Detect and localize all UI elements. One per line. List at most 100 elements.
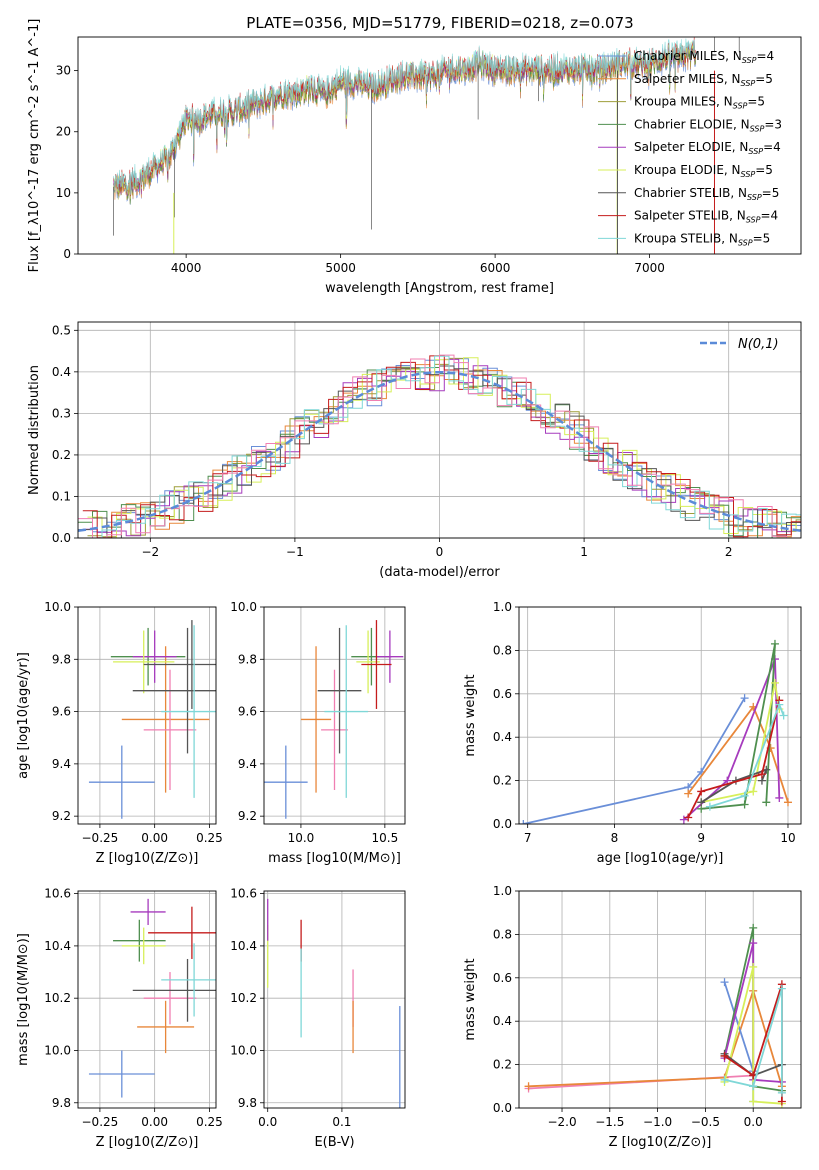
x-axis-label: Z [log10(Z/Z⊙)]: [96, 851, 199, 866]
axes-frame: [263, 890, 406, 1109]
histogram-series-c4: [82, 358, 801, 537]
y-tick-label: 0: [63, 247, 71, 261]
axes-frame: [263, 606, 406, 825]
weight-marker: [749, 1097, 758, 1106]
x-tick-label: −1: [286, 545, 304, 559]
y-tick-label: 10: [56, 186, 71, 200]
x-tick-label: 0.1: [332, 1115, 351, 1129]
x-tick-label: 8: [611, 831, 619, 845]
y-axis-label: age [log10(age/yr)]: [16, 652, 31, 779]
x-tick-label: 0.25: [196, 1115, 223, 1129]
weight-marker: [783, 798, 792, 807]
y-tick-label: 0.0: [493, 1101, 512, 1115]
axes-frame: [77, 606, 217, 825]
y-tick-label: 10.4: [230, 939, 257, 953]
legend-entry: Salpeter ELODIE, NSSP=4: [634, 140, 781, 156]
y-tick-label: 0.0: [52, 531, 71, 545]
x-axis-label: mass [log10(M/M⊙)]: [268, 851, 401, 866]
weight-marker: [679, 815, 688, 824]
x-tick-label: 6000: [480, 261, 511, 275]
x-axis-label: wavelength [Angstrom, rest frame]: [325, 281, 554, 296]
weight-marker: [720, 978, 729, 987]
y-tick-label: 0.8: [493, 927, 512, 941]
weight-marker: [757, 770, 766, 779]
y-tick-label: 0.1: [52, 489, 71, 503]
y-tick-label: 0.4: [493, 730, 512, 744]
y-axis-label: mass [log10(M/M⊙)]: [16, 933, 31, 1066]
weight-series-c8: [724, 988, 783, 1093]
x-tick-label: 0.0: [258, 1115, 277, 1129]
y-tick-label: 0.6: [493, 687, 512, 701]
legend-entry: N(0,1): [738, 337, 779, 352]
y-tick-label: 1.0: [493, 600, 512, 614]
x-tick-label: 10.0: [288, 831, 315, 845]
y-tick-label: 10.2: [44, 991, 71, 1005]
legend-entry: Chabrier MILES, NSSP=4: [634, 49, 774, 65]
weight-lines: [519, 639, 792, 824]
panel-mass-vs-EBV: 0.0 0.1 9.8 10.0 10.2 10.4 10.6 E(B-V): [230, 887, 406, 1150]
x-tick-label: 2: [725, 545, 733, 559]
y-tick-label: 9.2: [52, 809, 71, 823]
spectrum-series-c7: [113, 37, 696, 197]
x-tick-label: 0.0: [744, 1115, 763, 1129]
y-axis-label: mass weight: [463, 674, 478, 756]
x-tick-label: −1.0: [643, 1115, 672, 1129]
panel-mass-weight-vs-age: 7 8 9 10 0.0 0.2 0.4 0.6 0.8 1.0 age [log10(age/yr…: [463, 600, 802, 866]
panel-age-vs-Z: −0.25 0.00 0.25 9.2 9.4 9.6 9.8 10.0 Z [log10(Z/…: [16, 600, 223, 866]
weight-series-c7: [687, 700, 781, 818]
panel-mass-vs-Z: −0.25 0.00 0.25 9.8 10.0 10.2 10.4 10.6 Z [log10…: [16, 887, 223, 1150]
weight-marker: [519, 820, 528, 824]
y-tick-label: 10.0: [44, 1043, 71, 1057]
legend-entry: Kroupa MILES, NSSP=5: [634, 95, 765, 111]
figure-title: PLATE=0356, MJD=51779, FIBERID=0218, z=0…: [246, 14, 633, 32]
weight-series-c8: [709, 702, 785, 808]
axes-frame: [77, 36, 802, 255]
legend-entry: Salpeter MILES, NSSP=5: [634, 72, 773, 88]
weight-marker: [770, 678, 779, 687]
x-tick-label: 7000: [634, 261, 665, 275]
weight-marker: [697, 787, 706, 796]
weight-marker: [749, 939, 758, 948]
y-axis-label: mass weight: [463, 958, 478, 1040]
weight-marker: [762, 798, 771, 807]
normal-curve: [78, 371, 801, 532]
weight-marker: [720, 1075, 729, 1084]
weight-marker: [740, 800, 749, 809]
y-tick-label: 0.2: [493, 774, 512, 788]
y-tick-label: 0.2: [493, 1058, 512, 1072]
x-tick-label: 1: [580, 545, 588, 559]
y-tick-label: 30: [56, 64, 71, 78]
y-tick-label: 10.6: [230, 887, 257, 901]
legend-entry: Kroupa STELIB, NSSP=5: [634, 231, 770, 247]
weight-series-c5: [701, 682, 781, 804]
axes-frame: [77, 321, 802, 539]
y-axis-label: Flux [f_λ10^-17 erg cm^-2 s^-1 A^-1]: [27, 19, 42, 273]
weight-series-c0: [523, 697, 746, 824]
x-tick-label: 10.5: [371, 831, 398, 845]
weight-series-c3: [701, 643, 776, 810]
y-tick-label: 0.2: [52, 448, 71, 462]
weight-marker: [775, 793, 784, 802]
x-axis-label: Z [log10(Z/Z⊙)]: [96, 1135, 199, 1150]
y-tick-label: 10.0: [230, 1043, 257, 1057]
y-tick-label: 0.4: [52, 365, 71, 379]
y-tick-label: 0.6: [493, 971, 512, 985]
y-tick-label: 10.6: [44, 887, 71, 901]
weight-marker: [777, 1088, 786, 1097]
y-tick-label: 0.0: [493, 817, 512, 831]
spectrum-series-c8: [113, 38, 696, 195]
weight-marker: [777, 984, 786, 993]
y-tick-label: 9.6: [52, 705, 71, 719]
weight-marker: [777, 1097, 786, 1106]
y-tick-label: 10.4: [44, 939, 71, 953]
histogram-lines: [78, 354, 801, 538]
y-tick-label: 9.6: [238, 705, 257, 719]
x-axis-label: age [log10(age/yr)]: [597, 851, 724, 866]
histogram-series-c7: [82, 355, 801, 538]
weight-marker: [740, 694, 749, 703]
y-tick-label: 0.5: [52, 323, 71, 337]
weight-marker: [749, 787, 758, 796]
x-tick-label: 5000: [325, 261, 356, 275]
y-tick-label: 9.8: [238, 652, 257, 666]
